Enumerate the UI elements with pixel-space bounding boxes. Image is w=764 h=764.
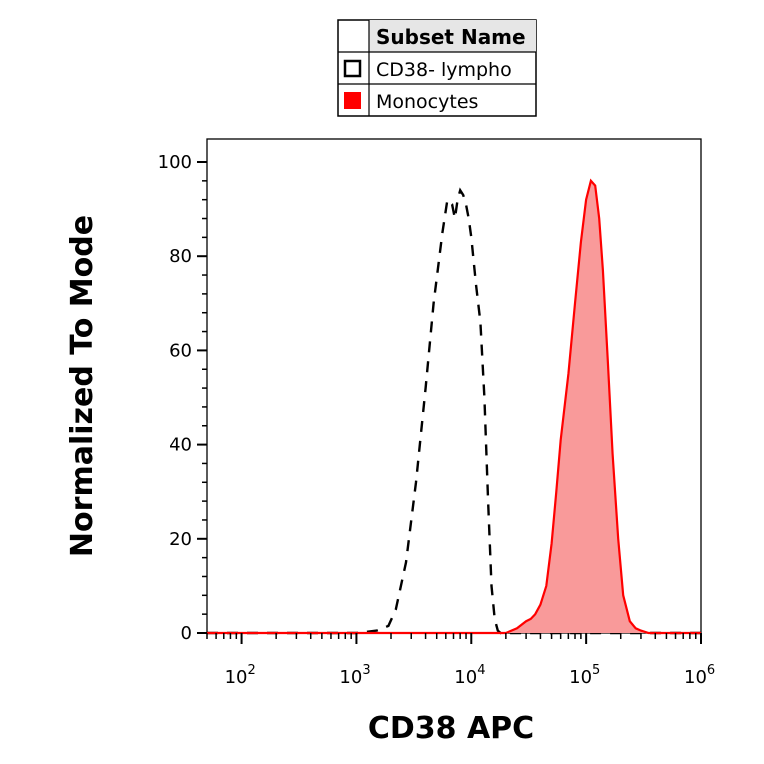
series-lympho-line xyxy=(207,187,701,635)
y-tick-label: 80 xyxy=(169,246,192,267)
legend-header: Subset Name xyxy=(376,25,526,49)
x-axis-title: CD38 APC xyxy=(368,711,534,746)
x-tick-label: 104 xyxy=(454,663,485,688)
y-tick-label: 0 xyxy=(181,623,192,644)
series-monocytes-area xyxy=(207,180,701,634)
x-tick-labels: 102 103 104 105 106 xyxy=(225,663,716,688)
legend-entry-lympho: CD38- lympho xyxy=(376,59,512,81)
legend-entry-monocytes: Monocytes xyxy=(376,91,478,113)
legend: Subset Name CD38- lympho Monocytes xyxy=(337,19,537,117)
series-layer xyxy=(207,178,701,635)
axis-layer xyxy=(197,161,702,644)
series-monocytes-line xyxy=(207,178,701,635)
y-tick-labels: 0 20 40 60 80 100 xyxy=(158,152,192,644)
legend-swatch-filled xyxy=(344,92,361,109)
y-tick-label: 20 xyxy=(169,529,192,550)
y-tick-label: 60 xyxy=(169,340,192,361)
x-tick-label: 105 xyxy=(569,663,600,688)
x-tick-label: 103 xyxy=(339,663,370,688)
legend-header-bg xyxy=(369,20,536,52)
y-tick-label: 40 xyxy=(169,435,192,456)
y-tick-label: 100 xyxy=(158,152,192,173)
x-tick-label: 102 xyxy=(225,663,256,688)
y-axis-title: Normalized To Mode xyxy=(65,215,100,557)
x-tick-label: 106 xyxy=(684,663,715,688)
legend-swatch-open xyxy=(343,59,362,78)
